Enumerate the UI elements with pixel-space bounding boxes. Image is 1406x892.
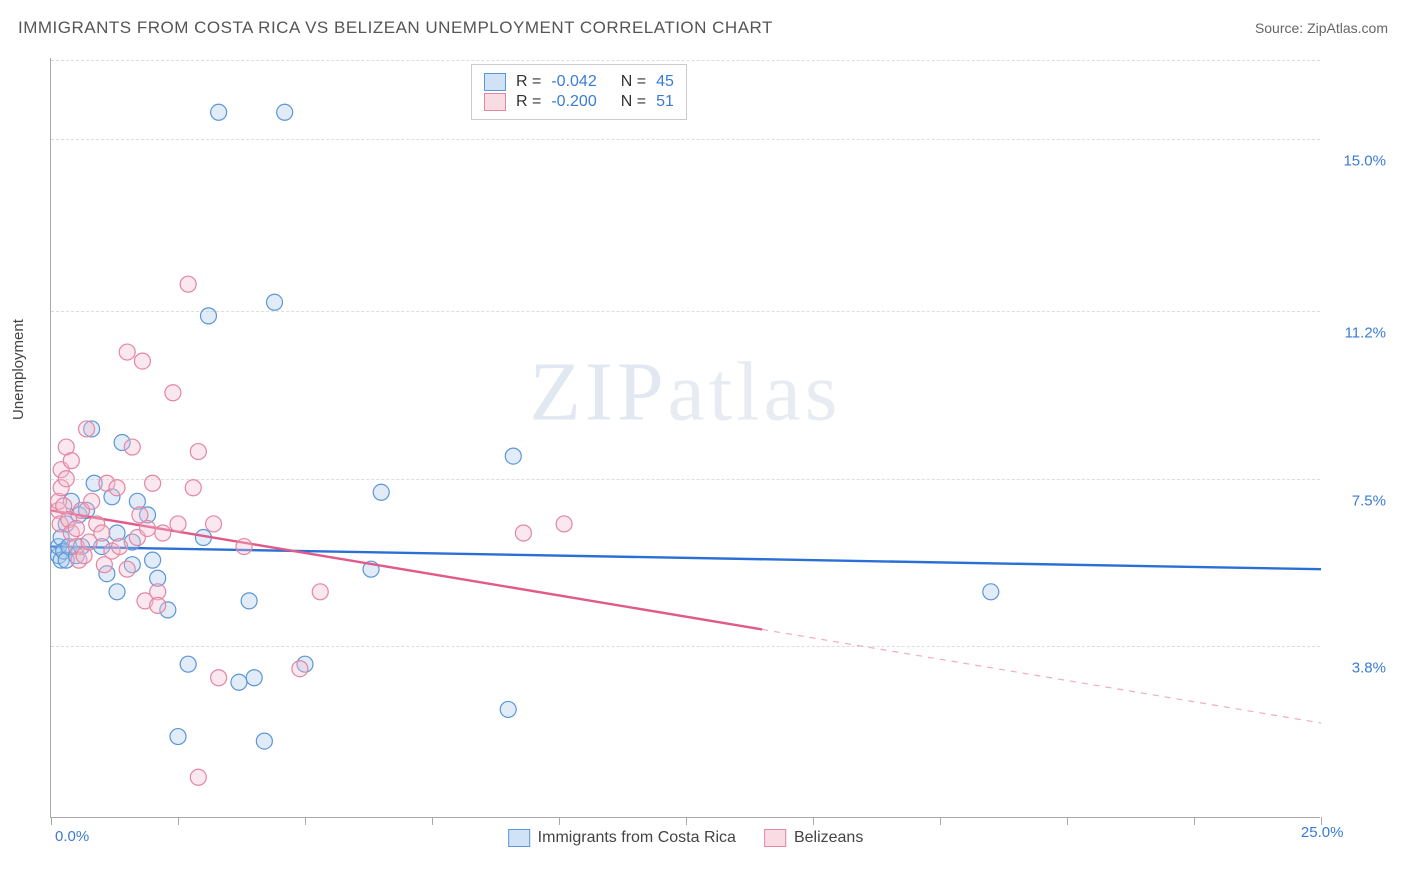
data-point	[246, 670, 262, 686]
data-point	[112, 539, 128, 555]
chart-header: IMMIGRANTS FROM COSTA RICA VS BELIZEAN U…	[18, 18, 1388, 38]
x-tick	[940, 817, 941, 825]
x-tick	[1067, 817, 1068, 825]
data-point	[236, 539, 252, 555]
n-label: N =	[621, 73, 646, 91]
x-tick	[432, 817, 433, 825]
data-point	[180, 276, 196, 292]
x-axis-start-label: 0.0%	[55, 828, 89, 845]
chart-svg	[51, 58, 1320, 817]
data-point	[277, 104, 293, 120]
data-point	[231, 674, 247, 690]
data-point	[140, 520, 156, 536]
x-tick	[1194, 817, 1195, 825]
x-axis-end-label: 25.0%	[1301, 824, 1344, 841]
r-label: R =	[516, 93, 541, 111]
legend-swatch	[484, 93, 506, 111]
y-axis-label: Unemployment	[10, 319, 27, 420]
data-point	[256, 733, 272, 749]
x-tick	[559, 817, 560, 825]
data-point	[556, 516, 572, 532]
r-value: -0.200	[551, 93, 596, 111]
chart-title: IMMIGRANTS FROM COSTA RICA VS BELIZEAN U…	[18, 18, 773, 38]
r-label: R =	[516, 73, 541, 91]
source-attribution: Source: ZipAtlas.com	[1255, 20, 1388, 36]
data-point	[145, 475, 161, 491]
data-point	[241, 593, 257, 609]
data-point	[200, 308, 216, 324]
data-point	[79, 421, 95, 437]
series-legend-label: Immigrants from Costa Rica	[538, 829, 736, 847]
data-point	[211, 670, 227, 686]
series-legend-item: Belizeans	[764, 829, 863, 847]
data-point	[63, 453, 79, 469]
stats-legend-row: R = -0.042 N = 45	[484, 73, 674, 91]
data-point	[109, 480, 125, 496]
y-tick-label: 3.8%	[1352, 660, 1386, 677]
data-point	[312, 584, 328, 600]
data-point	[185, 480, 201, 496]
plot-area: ZIPatlas 3.8%7.5%11.2%15.0% R =-0.042N =…	[50, 58, 1320, 818]
data-point	[983, 584, 999, 600]
data-point	[155, 525, 171, 541]
data-point	[58, 471, 74, 487]
x-tick	[813, 817, 814, 825]
source-label: Source:	[1255, 20, 1307, 36]
x-tick	[305, 817, 306, 825]
x-tick	[686, 817, 687, 825]
series-legend-item: Immigrants from Costa Rica	[508, 829, 736, 847]
data-point	[119, 561, 135, 577]
y-tick-label: 11.2%	[1345, 325, 1386, 342]
y-tick-label: 7.5%	[1352, 492, 1386, 509]
data-point	[150, 597, 166, 613]
n-value: 45	[656, 73, 674, 91]
x-tick	[51, 817, 52, 825]
data-point	[206, 516, 222, 532]
stats-legend-row: R = -0.200 N = 51	[484, 93, 674, 111]
data-point	[505, 448, 521, 464]
data-point	[267, 294, 283, 310]
data-point	[170, 729, 186, 745]
data-point	[109, 584, 125, 600]
series-legend-label: Belizeans	[794, 829, 863, 847]
data-point	[180, 656, 196, 672]
n-value: 51	[656, 93, 674, 111]
stats-legend: R = -0.042 N = 45 R = -0.200 N = 51	[471, 64, 687, 120]
source-name: ZipAtlas.com	[1307, 20, 1388, 36]
data-point	[94, 525, 110, 541]
x-tick	[178, 817, 179, 825]
data-point	[515, 525, 531, 541]
legend-swatch	[484, 73, 506, 91]
n-label: N =	[621, 93, 646, 111]
trend-line-dashed	[762, 629, 1321, 723]
r-value: -0.042	[551, 73, 596, 91]
data-point	[165, 385, 181, 401]
legend-swatch	[764, 829, 786, 847]
data-point	[190, 769, 206, 785]
data-point	[134, 353, 150, 369]
legend-swatch	[508, 829, 530, 847]
data-point	[211, 104, 227, 120]
data-point	[124, 439, 140, 455]
data-point	[500, 701, 516, 717]
series-legend: Immigrants from Costa Rica Belizeans	[508, 829, 864, 847]
data-point	[145, 552, 161, 568]
data-point	[68, 520, 84, 536]
data-point	[190, 444, 206, 460]
data-point	[84, 493, 100, 509]
y-tick-label: 15.0%	[1343, 153, 1386, 170]
data-point	[170, 516, 186, 532]
data-point	[119, 344, 135, 360]
data-point	[292, 661, 308, 677]
data-point	[373, 484, 389, 500]
